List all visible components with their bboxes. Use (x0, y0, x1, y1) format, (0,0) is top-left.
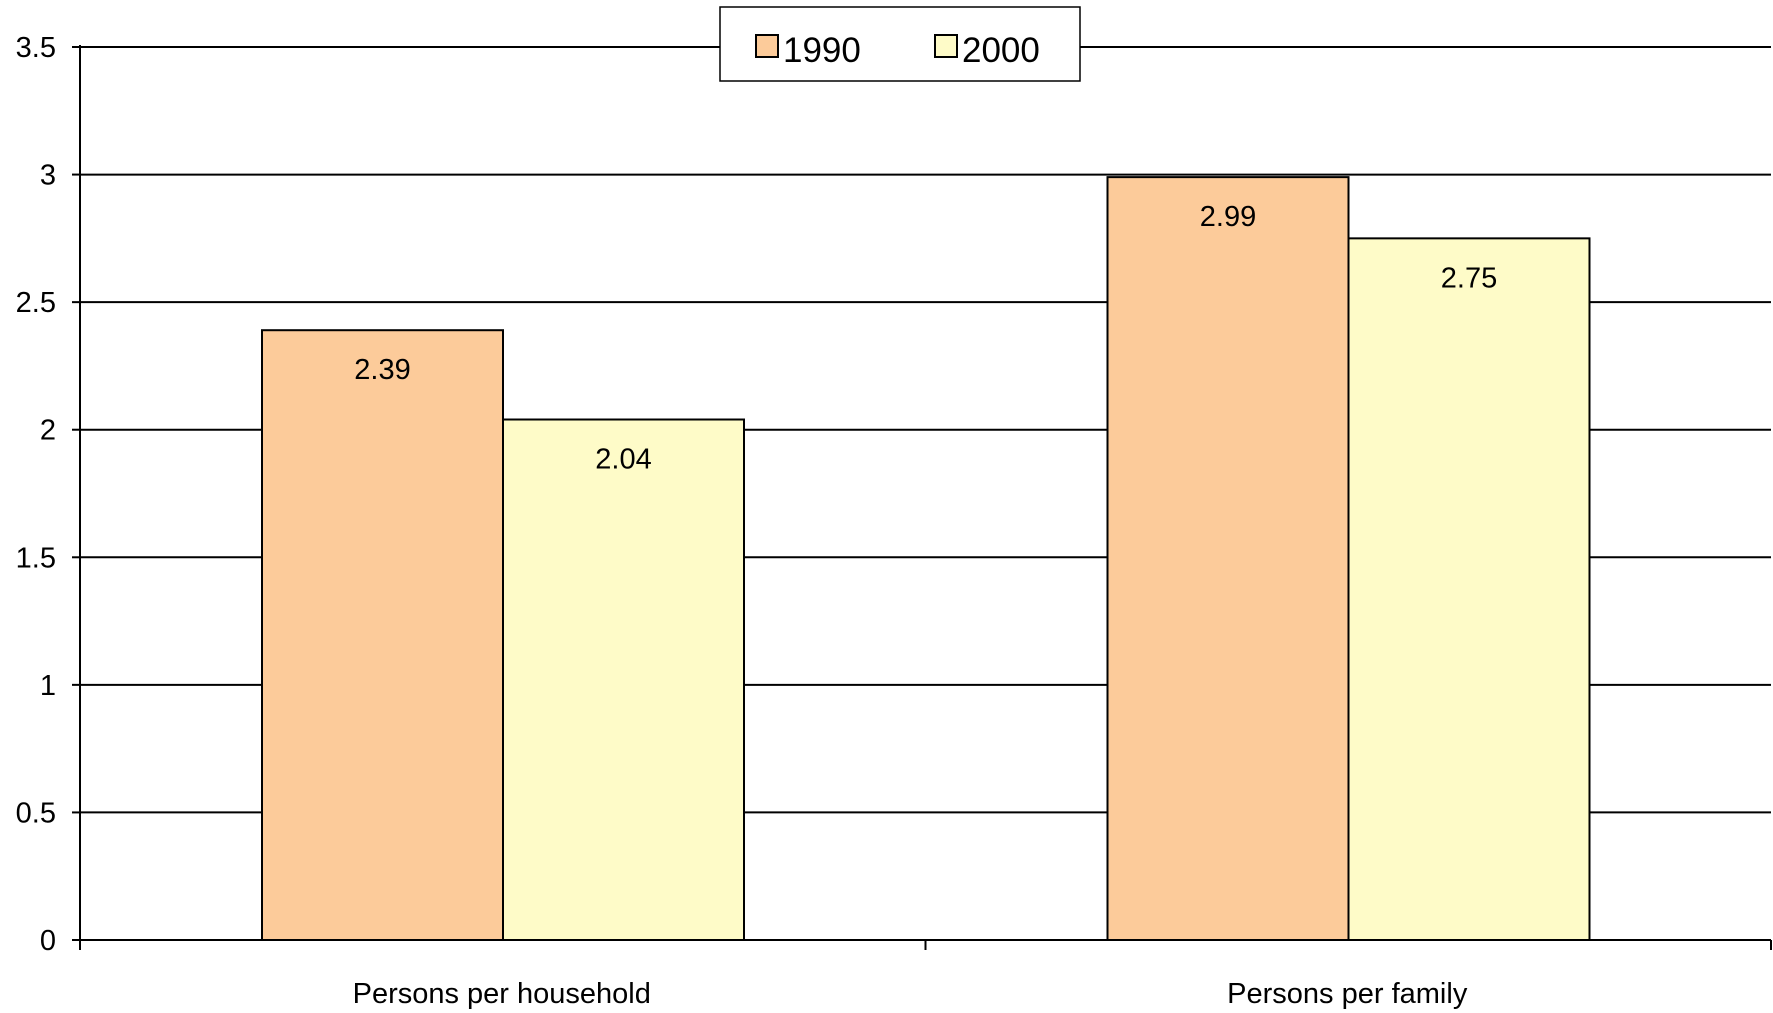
bars (262, 177, 1590, 940)
x-tick-label: Persons per household (353, 978, 651, 1010)
y-tick-label: 0 (40, 925, 56, 957)
bar (1349, 238, 1590, 940)
legend-label: 1990 (783, 31, 861, 70)
data-label: 2.99 (1200, 201, 1256, 233)
legend-swatch (935, 35, 957, 57)
bar (262, 330, 503, 940)
data-label: 2.75 (1441, 262, 1497, 294)
legend-swatch (756, 35, 778, 57)
y-tick-label: 3 (40, 160, 56, 192)
y-tick-label: 2.5 (16, 287, 56, 319)
y-tick-label: 3.5 (16, 32, 56, 64)
x-axis-ticks: Persons per household Persons per family (353, 978, 1468, 1010)
bar (1108, 177, 1349, 940)
data-label: 2.39 (354, 354, 410, 386)
y-tick-label: 2 (40, 415, 56, 447)
y-tick-label: 1 (40, 670, 56, 702)
data-label: 2.04 (595, 444, 651, 476)
x-tick-label: Persons per family (1227, 978, 1468, 1010)
legend-label: 2000 (962, 31, 1040, 70)
y-axis-ticks: 0 0.5 1 1.5 2 2.5 3 3.5 (16, 32, 56, 957)
legend: 1990 2000 (720, 7, 1080, 81)
bar (503, 420, 744, 940)
y-tick-label: 1.5 (16, 542, 56, 574)
y-tick-label: 0.5 (16, 797, 56, 829)
